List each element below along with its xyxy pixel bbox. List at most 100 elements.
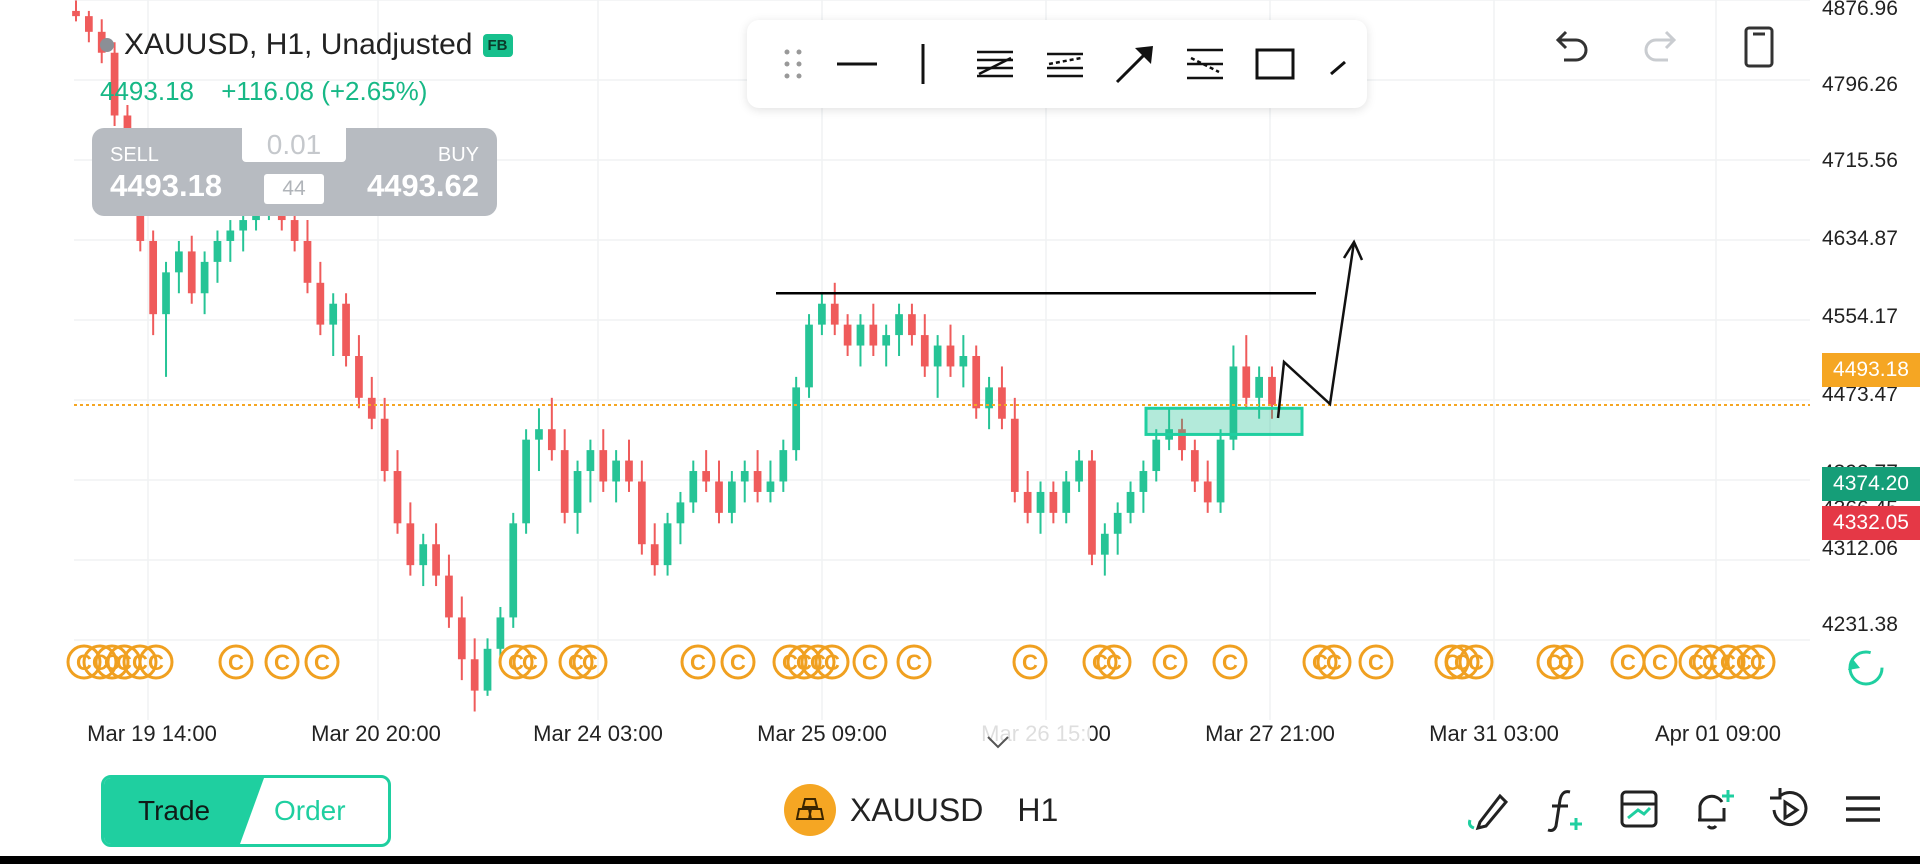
undo-icon[interactable] (1546, 24, 1596, 74)
candle (85, 10, 93, 43)
candle-body (496, 617, 505, 649)
event-marker-icon: C (1212, 644, 1248, 680)
drag-handle-icon[interactable] (767, 38, 819, 90)
event-marker-label: C (1162, 650, 1178, 675)
candle-body (869, 324, 878, 346)
horizontal-line-icon[interactable] (831, 38, 883, 90)
redo-icon[interactable] (1636, 24, 1686, 74)
projection-path (1276, 241, 1356, 419)
projection-arrow-drawing (1276, 239, 1364, 419)
buy-price-button[interactable]: 4493.62 (366, 168, 479, 203)
alert-bell-icon[interactable] (1688, 784, 1738, 834)
candle-body (355, 356, 363, 398)
tab-trade[interactable]: Trade (104, 778, 264, 844)
time-tick-label: Mar 27 21:00 (1205, 721, 1335, 746)
replay-icon[interactable] (1764, 784, 1814, 834)
time-tick-label: Mar 19 14:00 (87, 721, 217, 746)
candle-body (766, 481, 775, 492)
event-marker-icon: C (1316, 644, 1352, 680)
time-tick-label: Mar 24 03:00 (533, 721, 663, 746)
symbol-selector[interactable]: XAUUSD H1 (784, 784, 1058, 836)
event-marker-label: C (228, 650, 244, 675)
candle (998, 366, 1006, 430)
event-marker-label: C (824, 650, 840, 675)
event-marker-icon: C (1610, 644, 1646, 680)
candle (650, 523, 659, 576)
event-marker-label: C (1326, 650, 1342, 675)
candle (1229, 345, 1238, 451)
candle (560, 429, 569, 524)
timeframe-selector[interactable]: H1 (1017, 791, 1059, 828)
candle-body (432, 544, 440, 576)
event-marker-label: C (522, 650, 538, 675)
event-marker-icon: C (1642, 644, 1678, 680)
indicators-icon[interactable] (1540, 784, 1590, 834)
candle-body (920, 335, 929, 367)
price-tick-label: 4231.38 (1822, 613, 1898, 636)
event-marker-icon: C (558, 644, 594, 680)
price-tick-label: 4796.26 (1822, 73, 1898, 96)
pencil-draw-icon[interactable] (1464, 784, 1514, 834)
candle-body (779, 450, 788, 482)
parallel-channel-icon[interactable] (969, 38, 1021, 90)
sell-price-button[interactable]: 4493.18 (110, 168, 223, 203)
event-marker-icon: C (1096, 644, 1132, 680)
candle (522, 429, 530, 534)
candle-body (316, 282, 325, 325)
candle-body (483, 648, 492, 691)
green-price-tag: 4374.20 (1822, 467, 1920, 501)
candle (882, 324, 891, 367)
time-tick-label: Mar 20 20:00 (311, 721, 441, 746)
price-tick-label: 4634.87 (1822, 227, 1898, 250)
candle-body (509, 523, 518, 618)
candle-body (470, 659, 479, 691)
candle (959, 335, 968, 388)
candle-body (149, 240, 158, 315)
candle (728, 471, 736, 524)
arrow-icon[interactable] (1109, 38, 1161, 90)
candle-body (1010, 418, 1019, 492)
candle-body (998, 387, 1006, 419)
trend-line-icon[interactable] (1313, 38, 1365, 90)
gold-bars-icon (784, 784, 836, 836)
candle (946, 324, 955, 377)
candle-body (1229, 366, 1238, 440)
candle-body (843, 324, 852, 346)
candle (1178, 418, 1186, 461)
menu-icon[interactable] (1838, 784, 1888, 834)
event-marker-icon: C (1548, 644, 1584, 680)
event-marker-icon: C (852, 644, 888, 680)
event-marker-label: C (782, 650, 798, 675)
event-marker-icon: C (896, 644, 932, 680)
tab-order[interactable]: Order (274, 795, 346, 826)
candle (702, 450, 711, 492)
candle (1203, 460, 1212, 513)
candle (470, 638, 479, 712)
candle-body (715, 481, 723, 513)
candle (805, 314, 813, 398)
candle (342, 293, 350, 367)
event-marker-label: C (1468, 650, 1484, 675)
price-change: +116.08 (+2.65%) (221, 76, 428, 106)
candle-body (625, 460, 633, 482)
price-tick-label: 4473.47 (1822, 383, 1898, 406)
fibonacci-icon[interactable] (1179, 38, 1231, 90)
event-marker-icon: C (1458, 644, 1494, 680)
candle (1255, 366, 1263, 419)
templates-icon[interactable] (1614, 784, 1664, 834)
vertical-line-icon[interactable] (897, 38, 949, 90)
rotate-screen-icon[interactable] (1734, 22, 1784, 72)
candle (689, 460, 698, 513)
regression-channel-icon[interactable] (1039, 38, 1091, 90)
candle-body (406, 523, 415, 566)
candle (535, 408, 543, 472)
candle-body (393, 471, 402, 524)
candle-body (805, 324, 813, 388)
candle (830, 282, 839, 336)
event-marker-label: C (568, 650, 584, 675)
quantity-input[interactable]: 0.01 (242, 128, 346, 162)
price-axis-labels: 4876.96 4796.26 4715.56 4634.87 4554.17 4473.… (1822, 0, 1898, 636)
rectangle-icon[interactable] (1249, 38, 1301, 90)
candle-body (303, 240, 312, 283)
